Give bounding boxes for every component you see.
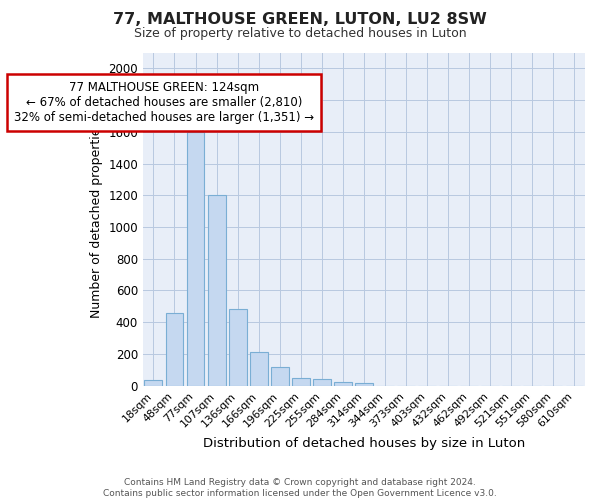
Text: Contains HM Land Registry data © Crown copyright and database right 2024.
Contai: Contains HM Land Registry data © Crown c…: [103, 478, 497, 498]
Text: 77, MALTHOUSE GREEN, LUTON, LU2 8SW: 77, MALTHOUSE GREEN, LUTON, LU2 8SW: [113, 12, 487, 28]
Bar: [229, 308, 247, 386]
Text: 77 MALTHOUSE GREEN: 124sqm
← 67% of detached houses are smaller (2,810)
32% of s: 77 MALTHOUSE GREEN: 124sqm ← 67% of deta…: [14, 81, 314, 124]
Bar: [355, 383, 373, 386]
Bar: [208, 196, 226, 386]
X-axis label: Distribution of detached houses by size in Luton: Distribution of detached houses by size …: [203, 437, 525, 450]
Y-axis label: Number of detached properties: Number of detached properties: [90, 120, 103, 318]
Bar: [334, 382, 352, 386]
Bar: [166, 314, 184, 386]
Bar: [250, 352, 268, 386]
Bar: [145, 380, 163, 386]
Bar: [313, 380, 331, 386]
Bar: [187, 132, 205, 386]
Bar: [271, 366, 289, 386]
Text: Size of property relative to detached houses in Luton: Size of property relative to detached ho…: [134, 28, 466, 40]
Bar: [292, 378, 310, 386]
